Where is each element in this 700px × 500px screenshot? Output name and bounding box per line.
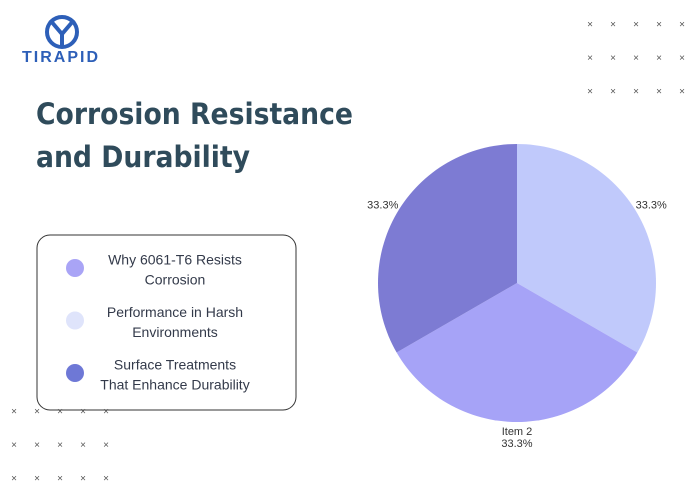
slice-name: Item 2 (502, 426, 533, 438)
decor-x: × (587, 53, 593, 64)
pie-slice (396, 283, 638, 422)
decor-x: × (656, 53, 662, 64)
pie-slice (378, 144, 517, 353)
decor-x: × (80, 407, 86, 418)
slice-value: 33.3% (501, 438, 532, 450)
decor-x: × (103, 440, 109, 451)
decor-x: × (80, 440, 86, 451)
title-line: and Durability (36, 140, 250, 174)
decor-x: × (34, 440, 40, 451)
legend-text: Surface Treatments (114, 357, 236, 373)
legend-text: That Enhance Durability (100, 377, 249, 393)
decor-x: × (656, 87, 662, 98)
decor-x: × (679, 53, 685, 64)
logo-text: TIRAPID (22, 49, 100, 66)
decor-x: × (610, 87, 616, 98)
decor-x: × (103, 474, 109, 485)
decor-x: × (11, 474, 17, 485)
decor-x: × (57, 440, 63, 451)
title-line: Corrosion Resistance (36, 97, 353, 131)
legend-dot (66, 259, 84, 277)
decor-x: × (656, 20, 662, 31)
legend-box (36, 234, 297, 411)
slice-value: 33.3% (636, 199, 667, 211)
slice-value: 33.3% (367, 199, 398, 211)
legend-text: Performance in Harsh (107, 304, 243, 320)
decor-x: × (34, 407, 40, 418)
decor-x: × (57, 407, 63, 418)
decor-x: × (587, 87, 593, 98)
decor-x: × (633, 53, 639, 64)
logo-icon (45, 15, 79, 49)
decor-x: × (34, 474, 40, 485)
decor-x: × (57, 474, 63, 485)
legend-text: Corrosion (145, 272, 206, 288)
pie-slice (517, 144, 656, 353)
decor-x: × (633, 87, 639, 98)
decor-x: × (11, 440, 17, 451)
legend-dot (66, 364, 84, 382)
legend-text: Environments (132, 324, 218, 340)
decor-x: × (11, 407, 17, 418)
decor-x: × (679, 20, 685, 31)
decor-x: × (587, 20, 593, 31)
decor-x: × (610, 20, 616, 31)
decor-x: × (103, 407, 109, 418)
legend-text: Why 6061-T6 Resists (108, 252, 242, 268)
legend-dot (66, 311, 84, 330)
decor-x: × (679, 87, 685, 98)
decor-x: × (80, 474, 86, 485)
decor-x: × (610, 53, 616, 64)
decor-x: × (633, 20, 639, 31)
